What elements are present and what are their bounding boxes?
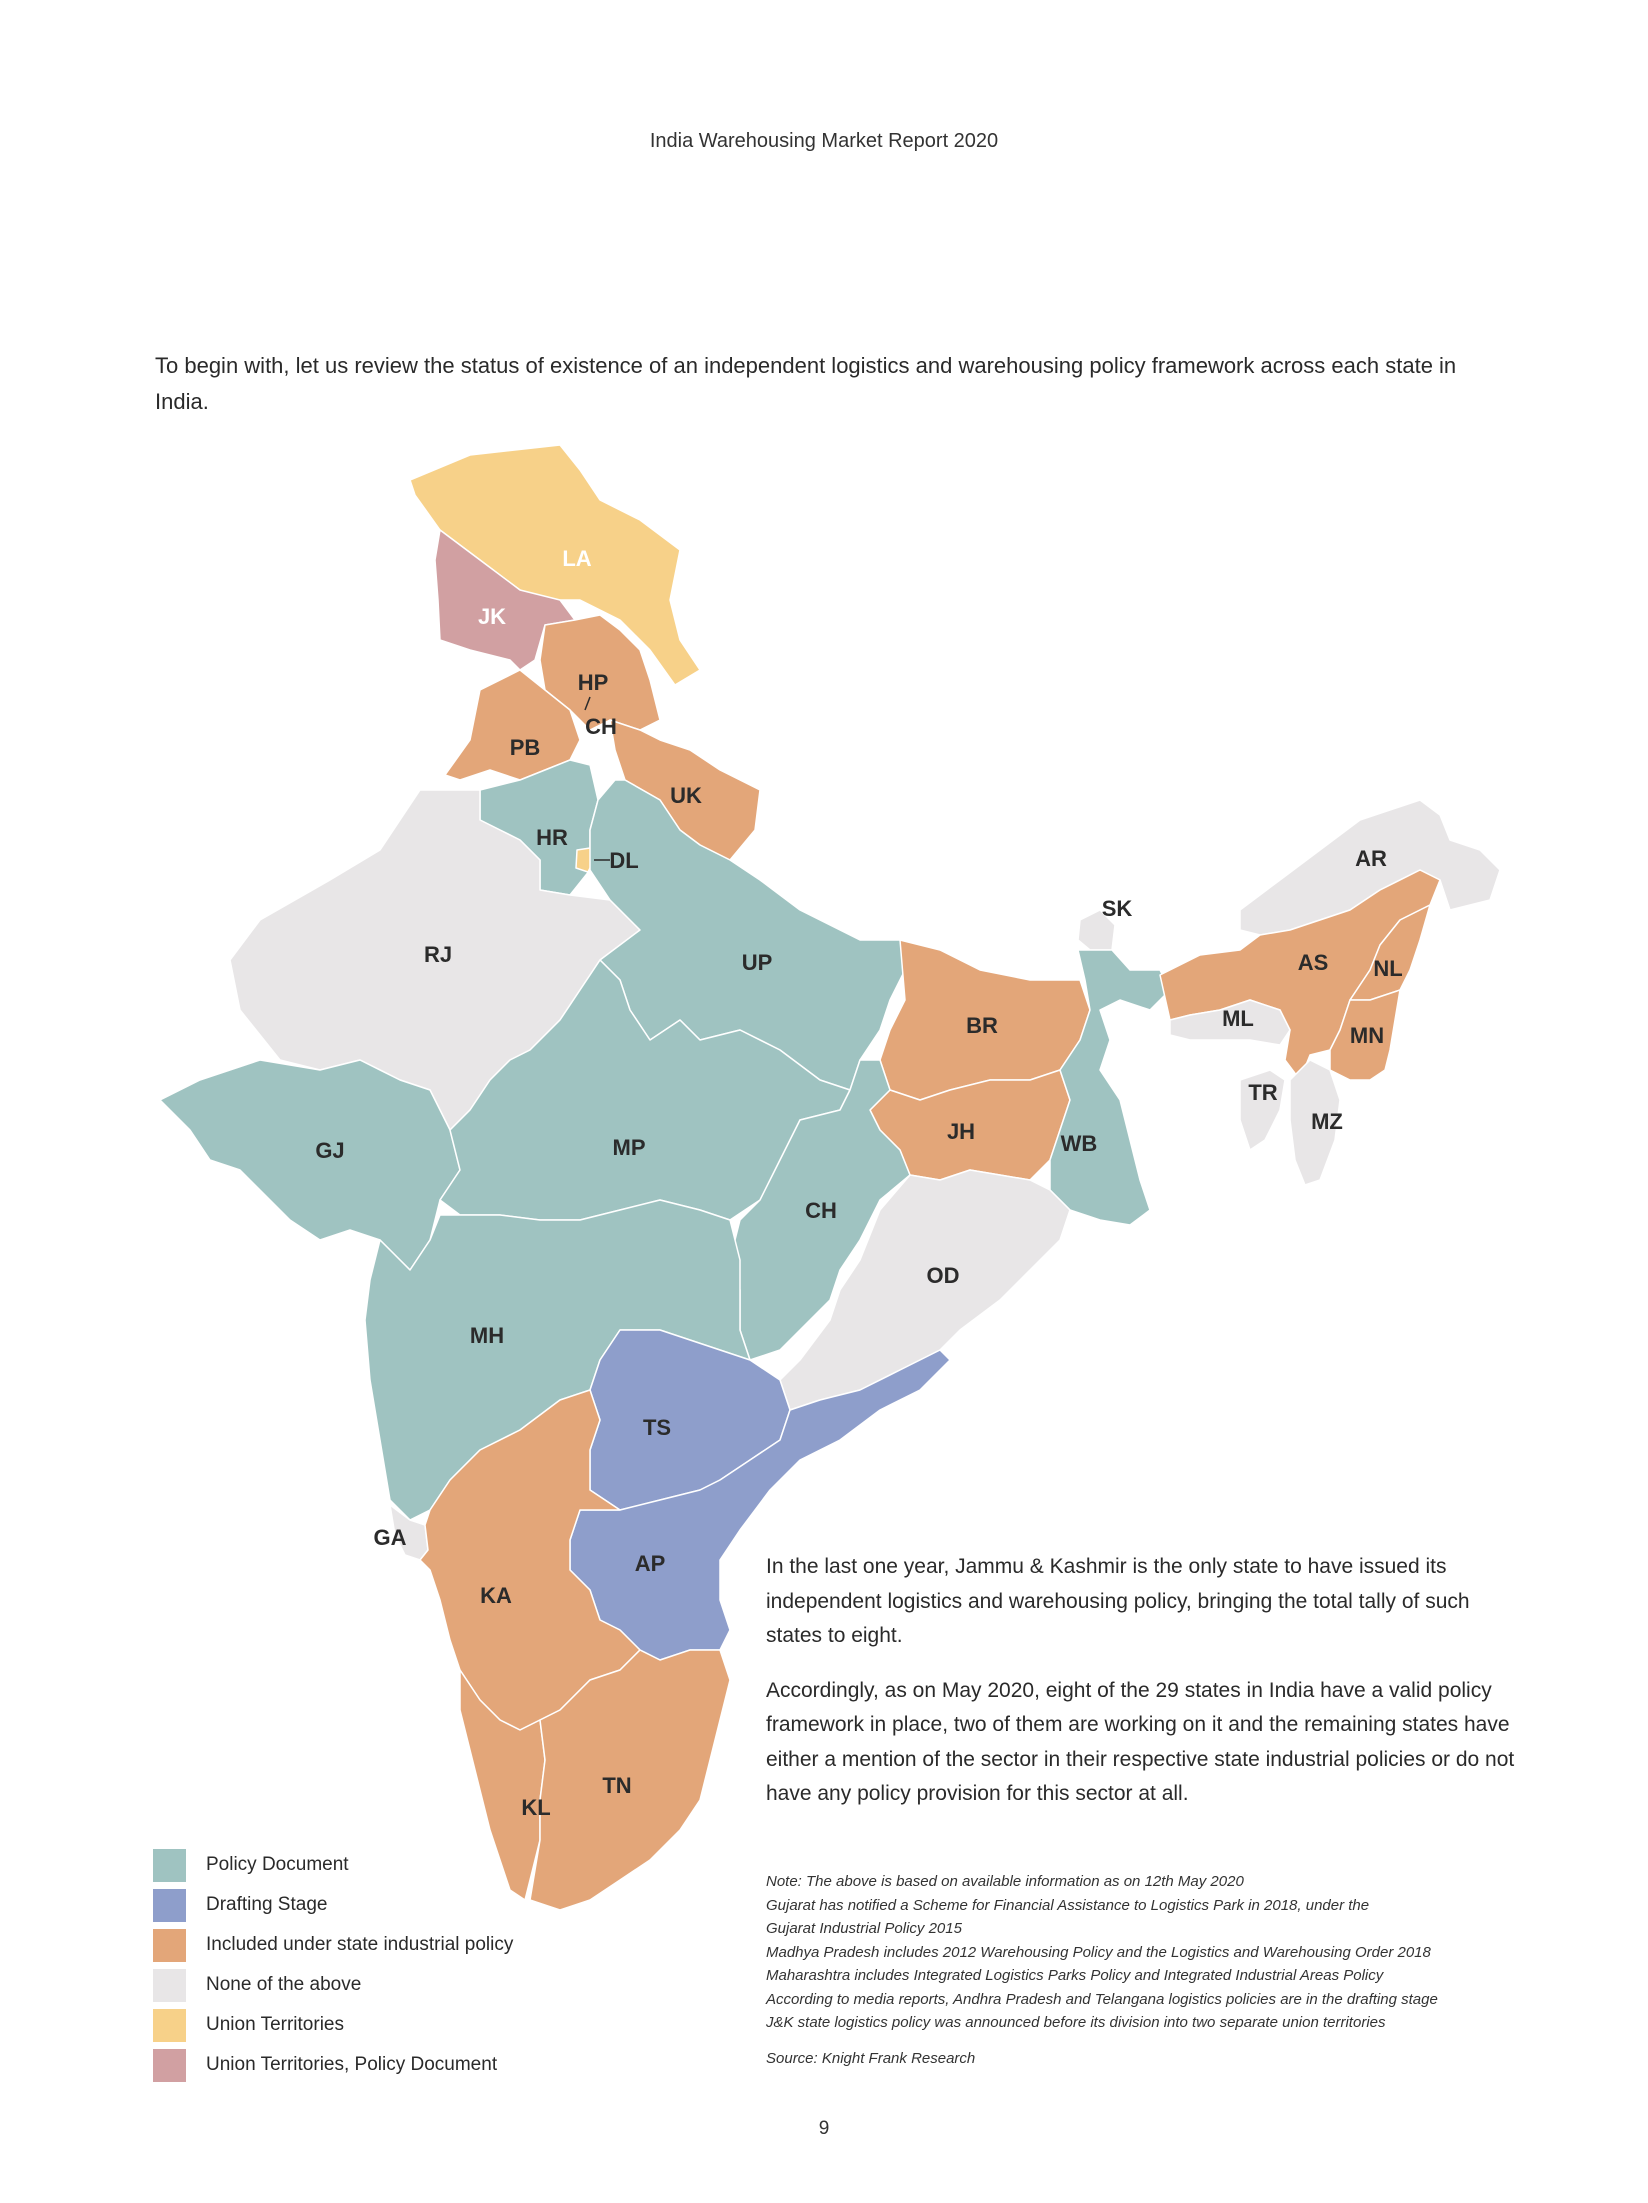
legend-label: None of the above: [206, 1974, 362, 1995]
note-line: Note: The above is based on available in…: [766, 1873, 1244, 1890]
label-GJ: GJ: [315, 1138, 344, 1163]
label-GA: GA: [374, 1525, 407, 1550]
ch-leader-line: [584, 696, 591, 711]
state-KL: [459, 1669, 546, 1901]
legend-item-union-territories: Union Territories: [153, 2005, 513, 2045]
label-OD: OD: [927, 1263, 960, 1288]
label-NL: NL: [1373, 956, 1402, 981]
label-LA: LA: [562, 546, 591, 571]
note-line: J&K state logistics policy was announced…: [766, 2014, 1386, 2031]
intro-paragraph: To begin with, let us review the status …: [155, 353, 1457, 414]
label-PB: PB: [510, 735, 541, 760]
report-title: India Warehousing Market Report 2020: [649, 130, 999, 152]
legend-swatch: [153, 2048, 186, 2082]
state-MZ: [1289, 1059, 1341, 1186]
body-paragraph-2: Accordingly, as on May 2020, eight of th…: [766, 1678, 1515, 1806]
label-JK: JK: [478, 604, 506, 629]
legend-label: Union Territories, Policy Document: [206, 2054, 498, 2075]
note-line: Gujarat has notified a Scheme for Financ…: [766, 1896, 1370, 1914]
source-note: Source: Knight Frank Research: [766, 2049, 976, 2067]
label-AP: AP: [635, 1551, 666, 1576]
legend-item-ut-policy-document: Union Territories, Policy Document: [153, 2045, 513, 2085]
label-WB: WB: [1061, 1131, 1098, 1156]
label-AS: AS: [1298, 950, 1329, 975]
legend-item-industrial-policy: Included under state industrial policy: [153, 1925, 513, 1965]
legend-swatch: [153, 1888, 186, 1922]
note-line: According to media reports, Andhra Prade…: [766, 1990, 1438, 2008]
legend-swatch: [153, 1968, 186, 2002]
legend-swatch: [153, 1928, 186, 1962]
legend-label: Drafting Stage: [206, 1894, 328, 1915]
legend-item-none: None of the above: [153, 1965, 513, 2005]
label-TR: TR: [1248, 1080, 1277, 1105]
page-number: 9: [818, 2118, 830, 2139]
legend-item-policy-document: Policy Document: [153, 1845, 513, 1885]
footnotes: Note: The above is based on available in…: [766, 1870, 1566, 2070]
label-HR: HR: [536, 825, 568, 850]
label-SK: SK: [1102, 896, 1133, 921]
state-NL: [1349, 904, 1431, 1001]
label-KL: KL: [521, 1795, 550, 1820]
map-legend: Policy Document Drafting Stage Included …: [153, 1845, 513, 2085]
label-CH-chhattisgarh: CH: [805, 1198, 837, 1223]
legend-swatch: [153, 1848, 186, 1882]
legend-label: Policy Document: [206, 1854, 349, 1875]
label-MP: MP: [613, 1135, 646, 1160]
state-TR: [1239, 1069, 1286, 1151]
label-BR: BR: [966, 1013, 998, 1038]
legend-label: Included under state industrial policy: [206, 1934, 514, 1955]
state-TN: [529, 1649, 731, 1911]
label-KA: KA: [480, 1583, 512, 1608]
label-JH: JH: [947, 1119, 975, 1144]
note-line: Maharashtra includes Integrated Logistic…: [766, 1967, 1384, 1984]
legend-item-drafting-stage: Drafting Stage: [153, 1885, 513, 1925]
label-UP: UP: [742, 950, 773, 975]
state-CG: [729, 1059, 911, 1361]
label-DL: DL: [609, 848, 638, 873]
legend-swatch: [153, 2008, 186, 2042]
label-TS: TS: [643, 1415, 671, 1440]
body-text: In the last one year, Jammu & Kashmir is…: [766, 1550, 1526, 1832]
note-line: Gujarat Industrial Policy 2015: [766, 1920, 962, 1937]
label-MN: MN: [1350, 1023, 1384, 1048]
label-AR: AR: [1355, 846, 1387, 871]
note-line: Madhya Pradesh includes 2012 Warehousing…: [766, 1943, 1431, 1961]
body-paragraph-1: In the last one year, Jammu & Kashmir is…: [766, 1555, 1470, 1647]
state-MN: [1329, 989, 1401, 1081]
label-UK: UK: [670, 783, 702, 808]
state-ML: [1169, 999, 1291, 1046]
label-RJ: RJ: [424, 942, 452, 967]
state-GJ: [159, 1059, 461, 1271]
label-TN: TN: [602, 1773, 631, 1798]
label-ML: ML: [1222, 1006, 1254, 1031]
label-CH-chandigarh: CH: [585, 714, 617, 739]
state-JK: [434, 529, 576, 671]
legend-label: Union Territories: [206, 2014, 344, 2035]
label-MH: MH: [470, 1323, 504, 1348]
label-MZ: MZ: [1311, 1109, 1343, 1134]
label-HP: HP: [578, 670, 609, 695]
